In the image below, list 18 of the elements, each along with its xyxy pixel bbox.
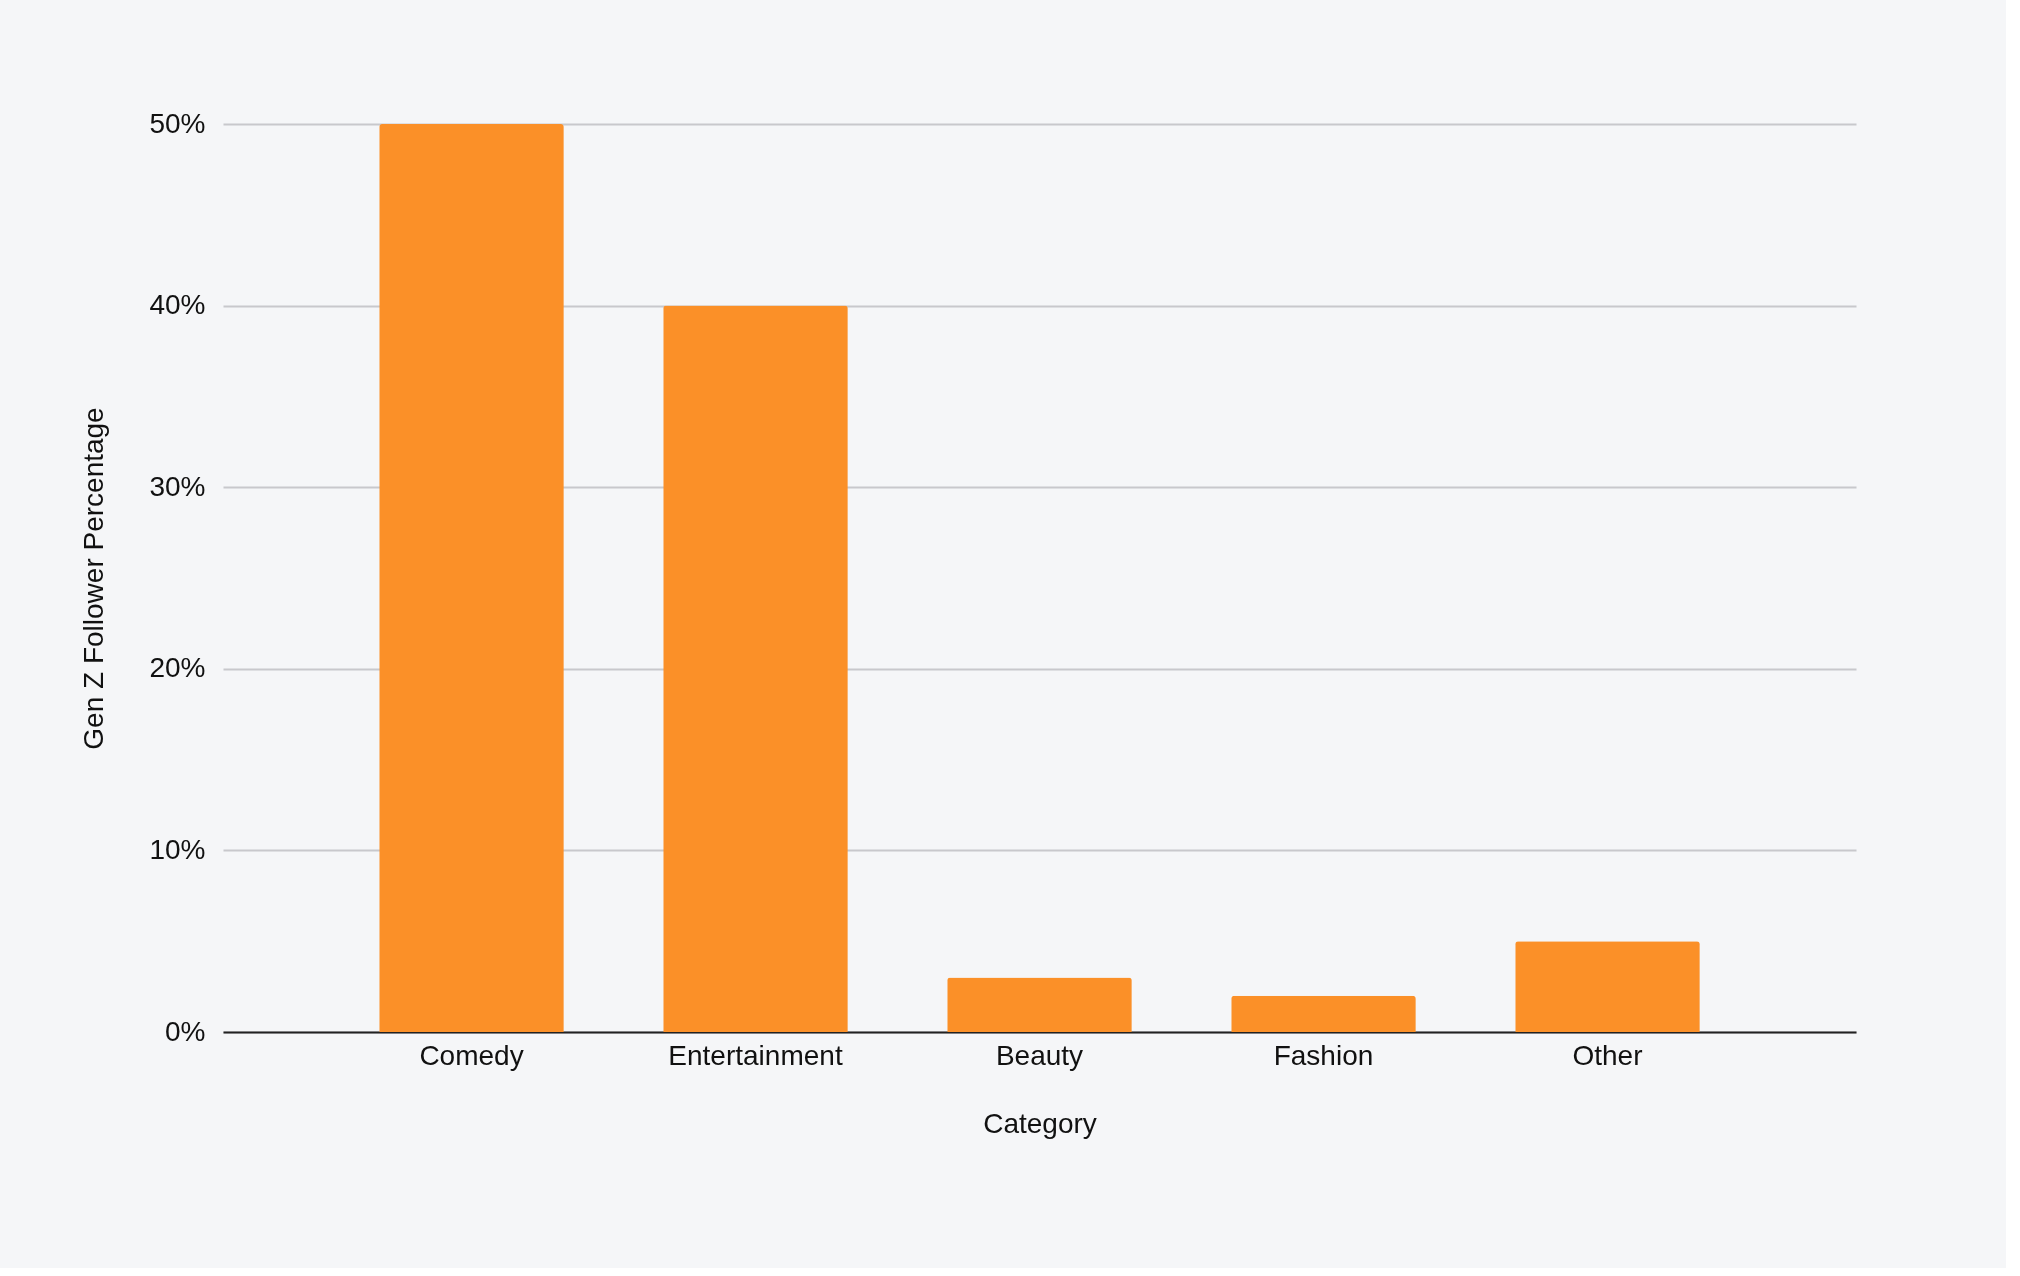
y-tick-label: 40% <box>149 289 206 321</box>
y-tick-label: 20% <box>149 652 206 684</box>
x-tick-label: Fashion <box>1273 1039 1374 1071</box>
y-tick-label: 10% <box>149 833 206 865</box>
bar <box>379 124 564 1032</box>
y-axis-title: Gen Z Follower Percentage <box>78 407 110 750</box>
y-tick-label: 30% <box>149 470 206 502</box>
x-tick-label: Other <box>1572 1039 1643 1071</box>
x-tick-label: Beauty <box>995 1039 1084 1071</box>
bar <box>1231 995 1416 1032</box>
x-axis-title: Category <box>983 1107 1097 1139</box>
y-tick-label: 0% <box>165 1015 206 1047</box>
bar <box>663 305 848 1032</box>
x-tick-label: Entertainment <box>668 1039 843 1071</box>
bar <box>947 977 1132 1032</box>
bar <box>1515 941 1700 1032</box>
y-tick-label: 50% <box>149 107 206 139</box>
x-tick-label: Comedy <box>419 1039 524 1071</box>
